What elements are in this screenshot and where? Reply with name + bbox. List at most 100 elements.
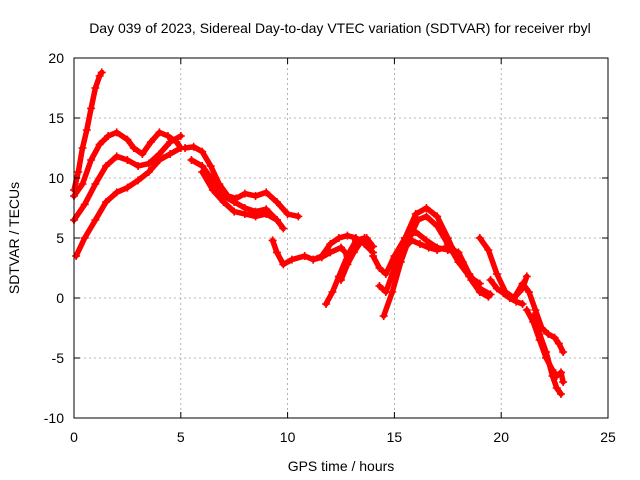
data-point xyxy=(262,210,271,218)
data-point xyxy=(475,234,484,242)
data-point xyxy=(134,176,143,185)
data-point xyxy=(123,156,132,164)
x-tick-label: 20 xyxy=(493,429,509,445)
y-tick-label: 0 xyxy=(56,290,64,306)
data-point xyxy=(112,152,121,161)
data-point xyxy=(411,210,420,218)
data-point xyxy=(87,104,96,113)
y-tick-label: 5 xyxy=(56,230,64,246)
data-point xyxy=(484,292,493,301)
series-arc-r xyxy=(510,279,568,356)
data-point xyxy=(416,240,425,248)
data-point xyxy=(548,372,557,380)
data-point xyxy=(458,258,467,266)
data-point xyxy=(230,207,239,216)
data-point xyxy=(251,212,260,221)
data-point xyxy=(144,159,153,168)
data-point xyxy=(80,234,89,242)
data-point xyxy=(112,128,121,137)
y-tick-label: -10 xyxy=(44,410,64,426)
y-tick-label: 10 xyxy=(48,170,64,186)
data-point xyxy=(87,156,96,164)
data-point xyxy=(510,294,519,302)
data-point xyxy=(104,132,113,140)
data-point xyxy=(74,168,83,176)
data-point xyxy=(390,264,399,272)
data-point xyxy=(544,330,553,338)
series-line xyxy=(269,237,351,268)
y-tick-label: -5 xyxy=(52,350,65,366)
data-point xyxy=(262,188,271,197)
data-point xyxy=(287,255,296,264)
data-point xyxy=(337,243,345,252)
series-arc-t xyxy=(529,312,566,398)
data-point xyxy=(123,183,132,192)
data-point xyxy=(208,186,217,194)
data-point xyxy=(166,150,175,158)
data-point xyxy=(176,132,185,140)
data-point xyxy=(102,198,111,206)
data-point xyxy=(219,198,228,206)
data-point xyxy=(187,156,196,164)
x-axis-label: GPS time / hours xyxy=(288,458,395,474)
data-point xyxy=(91,216,100,224)
data-point xyxy=(72,252,81,260)
data-point xyxy=(283,210,292,218)
data-point xyxy=(433,222,442,230)
data-point xyxy=(375,282,384,290)
data-point xyxy=(337,276,345,284)
data-point xyxy=(369,252,378,260)
data-point xyxy=(317,252,326,260)
series-arc-g xyxy=(198,168,288,233)
data-point xyxy=(251,192,260,200)
data-point xyxy=(80,200,89,209)
data-point xyxy=(91,180,100,188)
data-point xyxy=(97,68,106,77)
data-point xyxy=(381,270,390,278)
data-point xyxy=(484,246,493,254)
data-point xyxy=(554,339,563,348)
series-line xyxy=(338,235,376,283)
data-point xyxy=(206,162,215,170)
data-point xyxy=(524,288,533,296)
data-point xyxy=(146,138,155,146)
data-point xyxy=(492,270,501,278)
data-point xyxy=(433,246,442,254)
data-point xyxy=(433,212,442,221)
data-point xyxy=(334,234,343,242)
data-point xyxy=(499,289,508,298)
data-point xyxy=(550,333,559,342)
y-tick-label: 15 xyxy=(48,110,64,126)
data-point xyxy=(322,300,331,308)
data-point xyxy=(398,246,407,254)
data-point xyxy=(343,231,352,240)
data-point xyxy=(123,135,132,144)
data-point xyxy=(272,216,281,224)
data-point xyxy=(129,144,138,152)
data-point xyxy=(166,138,175,146)
data-point xyxy=(78,180,87,188)
y-tick-label: 20 xyxy=(48,50,64,66)
data-point xyxy=(518,279,527,288)
data-point xyxy=(450,246,459,254)
data-point xyxy=(467,276,476,284)
data-point xyxy=(441,243,450,252)
data-point xyxy=(82,126,91,134)
data-point xyxy=(531,306,540,314)
data-point xyxy=(422,204,431,212)
x-tick-label: 10 xyxy=(280,429,296,445)
data-point xyxy=(356,238,365,247)
data-point xyxy=(328,288,337,296)
data-point xyxy=(279,260,288,269)
data-point xyxy=(78,144,87,152)
y-axis-label: SDTVAR / TECUs xyxy=(6,182,22,294)
data-point xyxy=(375,264,384,272)
data-point xyxy=(198,147,207,156)
data-point xyxy=(272,248,281,257)
x-tick-label: 0 xyxy=(70,429,78,445)
series-arc-a xyxy=(70,68,106,194)
data-point xyxy=(134,162,143,170)
data-point xyxy=(91,84,100,92)
data-point xyxy=(198,168,207,176)
